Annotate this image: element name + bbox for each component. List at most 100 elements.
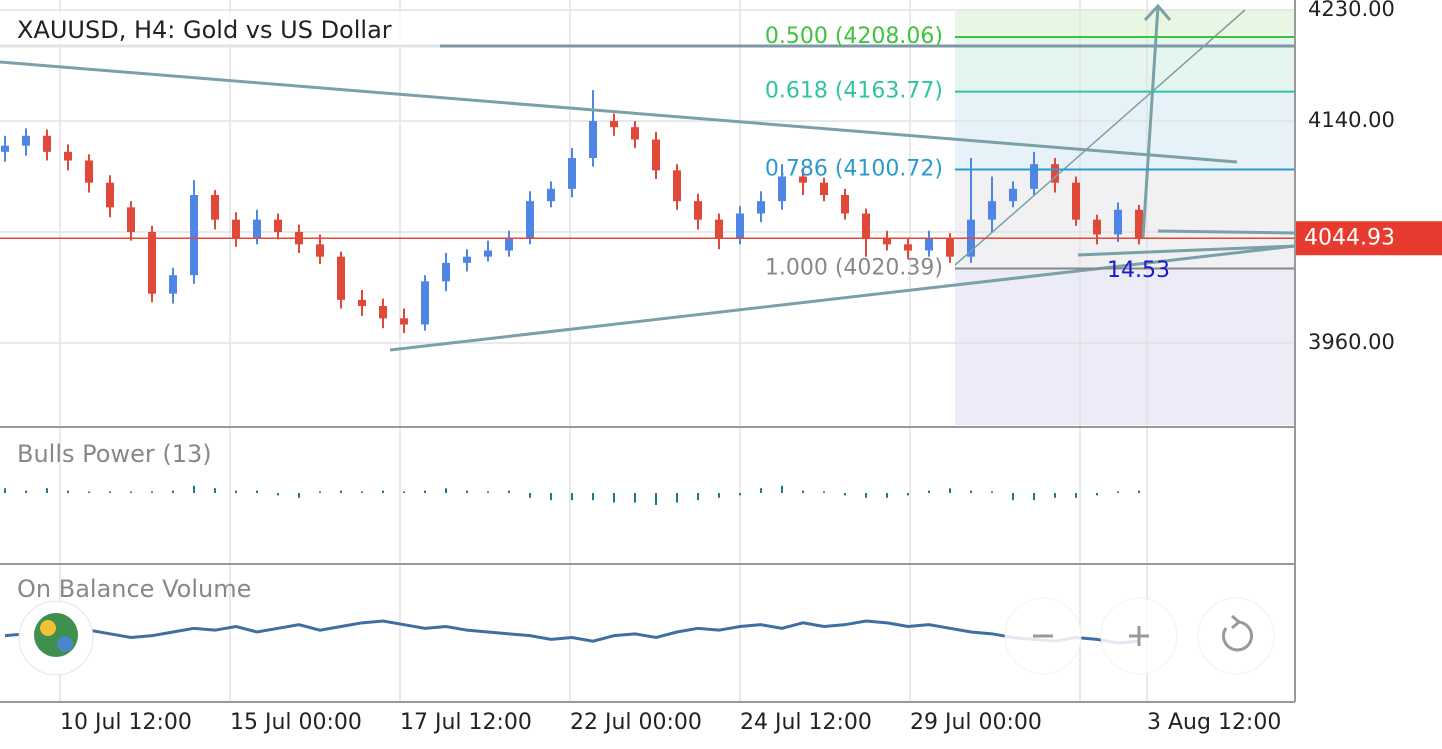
fib-zone — [955, 270, 1295, 425]
candle-body — [820, 182, 828, 195]
candle-body — [1072, 182, 1080, 220]
candle-body — [925, 238, 933, 251]
candle-body — [316, 244, 324, 257]
price-label-bg — [1296, 221, 1442, 256]
candle-body — [883, 238, 891, 245]
candle-body — [127, 207, 135, 232]
reset[interactable] — [1197, 597, 1275, 675]
candle-body — [673, 170, 681, 202]
logo[interactable] — [18, 600, 94, 676]
candle-body — [64, 151, 72, 161]
trend-line — [1157, 229, 1296, 235]
price-label: 4044.93 — [1304, 225, 1395, 250]
candle-body — [988, 201, 996, 220]
fib-label: 0.500 (4208.06) — [765, 24, 943, 49]
x-tick-label: 17 Jul 12:00 — [400, 710, 532, 735]
candle-body — [442, 262, 450, 282]
measure-label: 14.53 — [1107, 258, 1170, 283]
x-tick-label: 29 Jul 00:00 — [910, 710, 1042, 735]
candle-body — [463, 256, 471, 263]
fib-zone — [955, 92, 1295, 170]
candle-body — [85, 160, 93, 183]
candle-body — [274, 219, 282, 232]
grid — [0, 0, 1295, 702]
title-bg — [0, 12, 440, 48]
fib-label: 0.618 (4163.77) — [765, 79, 943, 104]
obv-line — [4, 619, 1140, 645]
candle-body — [43, 135, 51, 152]
candle-body — [211, 195, 219, 220]
candle-body — [526, 201, 534, 239]
reset-button[interactable] — [1197, 597, 1275, 675]
indicator-title: Bulls Power (13) — [17, 440, 212, 468]
reset-icon — [1222, 620, 1253, 652]
zoom-out[interactable] — [1004, 597, 1082, 675]
fib-label: 0.786 (4100.72) — [765, 156, 943, 181]
zoom-in[interactable] — [1100, 597, 1178, 675]
candle-body — [106, 182, 114, 208]
candle-body — [778, 176, 786, 202]
fib-label: 1.000 (4020.39) — [765, 256, 943, 281]
candle-body — [190, 195, 198, 276]
reset-icon — [1231, 614, 1242, 630]
candle-body — [22, 135, 30, 146]
candle-body — [862, 213, 870, 239]
fib-zones — [955, 10, 1295, 425]
candle-body — [337, 256, 345, 300]
candle-body — [904, 244, 912, 251]
candle-body — [799, 176, 807, 183]
chart-title: XAUUSD, H4: Gold vs US Dollar — [17, 16, 392, 44]
trend-line — [389, 244, 1296, 352]
trend-line — [0, 60, 1238, 164]
candle-body — [358, 299, 366, 306]
candle-body — [1009, 188, 1017, 202]
x-tick-label: 24 Jul 12:00 — [740, 710, 872, 735]
candle-body — [400, 318, 408, 325]
candle-body — [631, 127, 639, 140]
candle-body — [169, 275, 177, 294]
candle-body — [736, 213, 744, 239]
candle-body — [232, 219, 240, 239]
candle-body — [505, 238, 513, 251]
arrow-head — [1143, 3, 1172, 22]
candle-body — [379, 306, 387, 319]
y-tick-label: 4230.00 — [1308, 0, 1395, 21]
y-tick-label: 4140.00 — [1308, 108, 1395, 132]
arrow-line — [1141, 5, 1160, 239]
candle-body — [589, 121, 597, 158]
trend-line — [1077, 244, 1296, 257]
candle-body — [1135, 209, 1143, 239]
x-tick-label: 22 Jul 00:00 — [570, 710, 702, 735]
candle-body — [547, 188, 555, 202]
candle-body — [652, 139, 660, 171]
candle-body — [694, 201, 702, 220]
x-tick-label: 15 Jul 00:00 — [230, 710, 362, 735]
x-tick-label: 10 Jul 12:00 — [60, 710, 192, 735]
candle-body — [568, 158, 576, 189]
x-tick-label: 3 Aug 12:00 — [1147, 710, 1281, 735]
candle-body — [1, 145, 9, 152]
candle-body — [484, 250, 492, 257]
candle-body — [1051, 164, 1059, 183]
candle-body — [757, 201, 765, 214]
indicator-title: On Balance Volume — [17, 575, 251, 603]
indicators — [4, 485, 1140, 645]
logo-icon — [34, 613, 78, 657]
candle-body — [1114, 209, 1122, 235]
candle-body — [841, 195, 849, 214]
candle-body — [946, 238, 954, 257]
logo-icon — [40, 620, 56, 636]
candle-body — [253, 219, 261, 239]
candle-body — [610, 121, 618, 128]
logo-icon — [57, 636, 73, 652]
y-tick-label: 3960.00 — [1308, 330, 1395, 354]
trend-line — [954, 9, 1246, 266]
candle-body — [148, 232, 156, 294]
fib-zone — [955, 10, 1295, 37]
candle-body — [1093, 219, 1101, 235]
candle-body — [421, 281, 429, 325]
candle-body — [1030, 164, 1038, 189]
